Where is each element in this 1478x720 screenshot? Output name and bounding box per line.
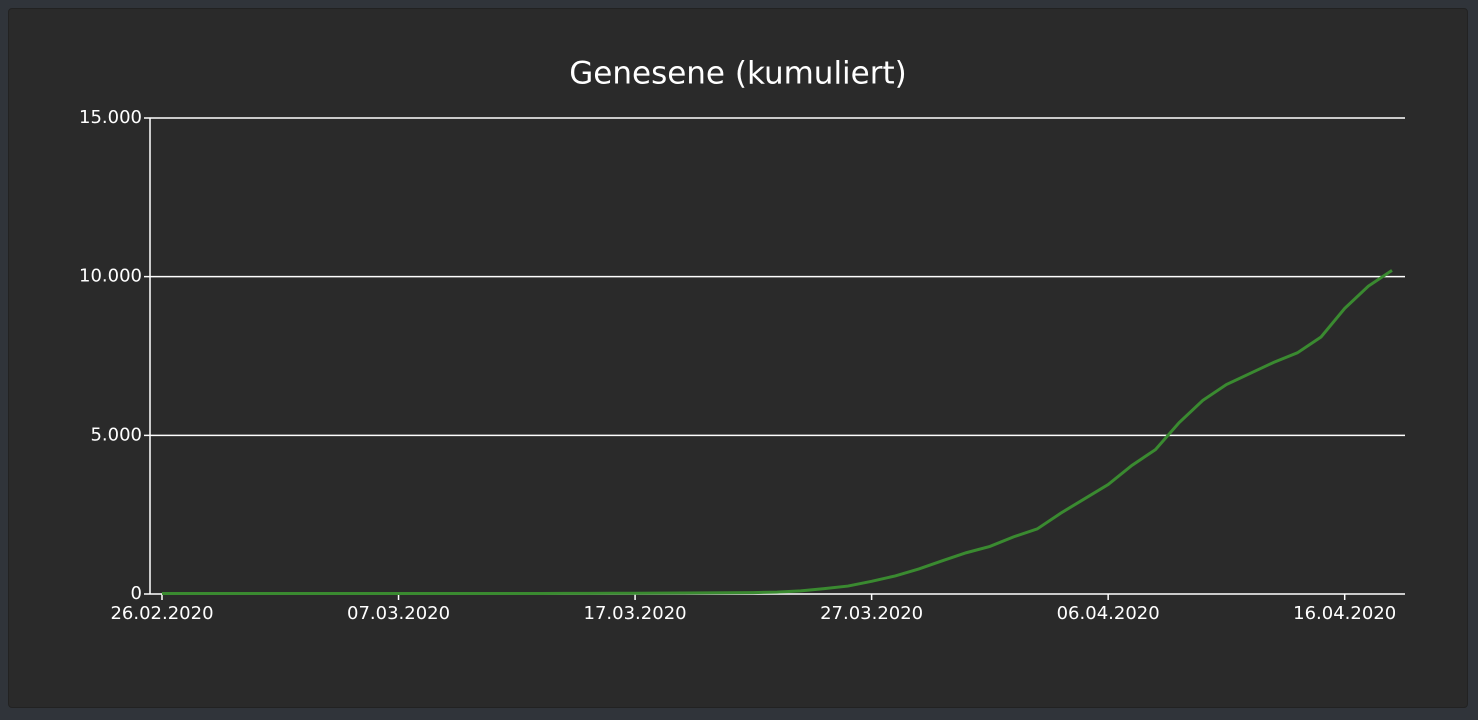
x-tick-label: 26.02.2020 — [110, 603, 213, 624]
y-tick-label: 15.000 — [79, 107, 142, 128]
x-tick-label: 06.04.2020 — [1057, 603, 1160, 624]
y-tick-label: 5.000 — [90, 424, 142, 445]
x-tick-label: 17.03.2020 — [584, 603, 687, 624]
x-tick-label: 16.04.2020 — [1293, 603, 1396, 624]
x-tick-label: 27.03.2020 — [820, 603, 923, 624]
x-tick-label: 07.03.2020 — [347, 603, 450, 624]
y-tick-label: 10.000 — [79, 266, 142, 287]
data-line — [162, 269, 1393, 595]
y-tick-label: 0 — [131, 583, 142, 604]
chart-title: Genesene (kumuliert) — [569, 56, 907, 92]
